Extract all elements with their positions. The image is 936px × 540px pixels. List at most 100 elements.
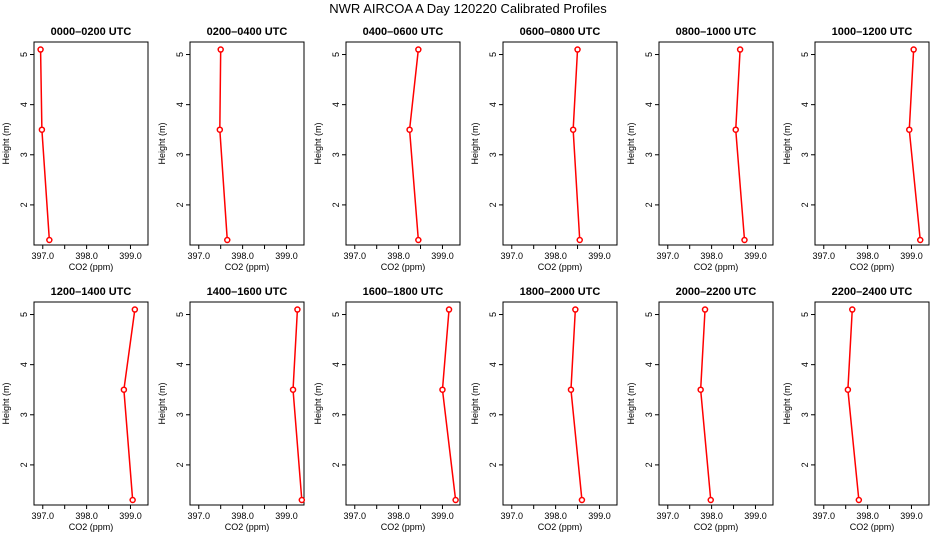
panel-4: 0600–0800 UTC 397.0 398.0 399.0 2 3 4 5 CO2 (ppm… (470, 26, 618, 272)
y-tick-label: 5 (800, 312, 810, 317)
data-point (415, 46, 422, 53)
y-axis-label: Height (m) (1, 122, 11, 164)
x-tick-label: 398.0 (544, 511, 567, 521)
y-tick-label: 3 (331, 412, 341, 417)
x-tick-label: 399.0 (588, 251, 611, 261)
x-axis-label: CO2 (ppm) (694, 522, 739, 532)
y-tick-label: 3 (175, 412, 185, 417)
y-tick-label: 2 (644, 202, 654, 207)
x-tick-label: 397.0 (32, 251, 55, 261)
x-tick-label: 397.0 (813, 251, 836, 261)
panel-12: 2200–2400 UTC 397.0 398.0 399.0 2 3 4 5 CO2 (ppm… (782, 286, 930, 532)
y-tick-label: 3 (175, 152, 185, 157)
y-axis-label: Height (m) (470, 122, 480, 164)
y-tick-label: 3 (488, 412, 498, 417)
plot-frame (502, 41, 618, 246)
y-tick-label: 5 (644, 312, 654, 317)
profile-line (408, 49, 420, 241)
panel-title: 0400–0600 UTC (363, 26, 444, 38)
data-point (294, 306, 301, 313)
y-tick-label: 3 (19, 152, 29, 157)
plot-frame (814, 301, 930, 506)
data-point (697, 386, 704, 393)
data-point (916, 236, 924, 244)
y-axis-label: Height (m) (313, 382, 323, 424)
y-tick-label: 5 (175, 312, 185, 317)
x-tick-label: 397.0 (501, 251, 524, 261)
y-axis-label: Height (m) (157, 382, 167, 424)
y-tick-label: 3 (644, 412, 654, 417)
data-point (576, 236, 583, 244)
plot-frame (658, 301, 774, 506)
y-tick-label: 2 (644, 462, 654, 467)
data-point (216, 126, 224, 133)
x-tick-label: 397.0 (501, 511, 524, 521)
x-tick-label: 399.0 (275, 511, 298, 521)
panel-6: 1000–1200 UTC 397.0 398.0 399.0 2 3 4 5 CO2 (ppm… (782, 26, 930, 272)
data-point (406, 126, 413, 133)
y-tick-label: 2 (175, 202, 185, 207)
x-tick-label: 397.0 (813, 511, 836, 521)
data-point (439, 386, 446, 393)
y-tick-label: 5 (19, 52, 29, 57)
data-point (452, 496, 459, 504)
panel-title: 1200–1400 UTC (51, 286, 132, 298)
panel-title: 2200–2400 UTC (832, 286, 913, 298)
x-tick-label: 397.0 (188, 511, 211, 521)
y-tick-label: 3 (488, 152, 498, 157)
panel-7: 1200–1400 UTC 397.0 398.0 399.0 2 3 4 5 CO2 (ppm… (1, 286, 149, 532)
profile-line (572, 49, 581, 241)
x-tick-label: 397.0 (344, 511, 367, 521)
data-point (298, 496, 306, 504)
panel-title: 2000–2200 UTC (676, 286, 757, 298)
data-point (574, 46, 581, 53)
plot-frame (189, 41, 305, 246)
panel-8: 1400–1600 UTC 397.0 398.0 399.0 2 3 4 5 CO2 (ppm… (157, 286, 306, 532)
x-tick-label: 399.0 (744, 251, 767, 261)
x-axis-label: CO2 (ppm) (225, 262, 270, 272)
data-point (415, 236, 422, 244)
data-point (289, 386, 297, 393)
x-tick-label: 398.0 (231, 511, 254, 521)
y-tick-label: 4 (175, 102, 185, 107)
x-tick-label: 398.0 (856, 251, 879, 261)
y-tick-label: 2 (19, 202, 29, 207)
profile-line (570, 309, 583, 501)
y-axis-label: Height (m) (626, 382, 636, 424)
plot-frame (814, 41, 930, 246)
data-point (129, 496, 136, 504)
y-axis-label: Height (m) (782, 122, 792, 164)
x-axis-label: CO2 (ppm) (69, 522, 114, 532)
panel-title: 1000–1200 UTC (832, 26, 913, 38)
x-tick-label: 397.0 (657, 251, 680, 261)
x-axis-label: CO2 (ppm) (381, 262, 426, 272)
y-tick-label: 3 (331, 152, 341, 157)
x-tick-label: 399.0 (119, 251, 142, 261)
y-tick-label: 2 (175, 462, 185, 467)
y-axis-label: Height (m) (313, 122, 323, 164)
data-point (732, 126, 739, 133)
y-tick-label: 3 (644, 152, 654, 157)
plot-frame (658, 41, 774, 246)
x-tick-label: 398.0 (544, 251, 567, 261)
data-point (217, 46, 224, 53)
x-tick-label: 398.0 (700, 251, 723, 261)
y-tick-label: 2 (800, 462, 810, 467)
y-tick-label: 2 (331, 202, 341, 207)
y-tick-label: 3 (800, 152, 810, 157)
y-axis-label: Height (m) (157, 122, 167, 164)
x-tick-label: 397.0 (188, 251, 211, 261)
plot-frame (345, 301, 461, 506)
y-tick-label: 5 (331, 52, 341, 57)
x-axis-label: CO2 (ppm) (850, 262, 895, 272)
y-tick-label: 5 (19, 312, 29, 317)
x-axis-label: CO2 (ppm) (694, 262, 739, 272)
x-tick-label: 398.0 (231, 251, 254, 261)
data-point (567, 386, 575, 393)
panel-title: 1800–2000 UTC (520, 286, 601, 298)
y-tick-label: 4 (331, 102, 341, 107)
data-point (736, 46, 744, 53)
profile-line (908, 49, 921, 241)
y-tick-label: 4 (644, 102, 654, 107)
x-tick-label: 398.0 (387, 251, 410, 261)
